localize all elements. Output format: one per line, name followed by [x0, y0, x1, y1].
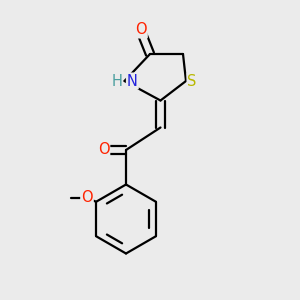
Text: O: O [98, 142, 109, 158]
Text: O: O [135, 22, 147, 38]
Text: N: N [127, 74, 138, 88]
Text: H: H [111, 74, 122, 88]
Text: S: S [188, 74, 197, 88]
Text: O: O [81, 190, 93, 206]
